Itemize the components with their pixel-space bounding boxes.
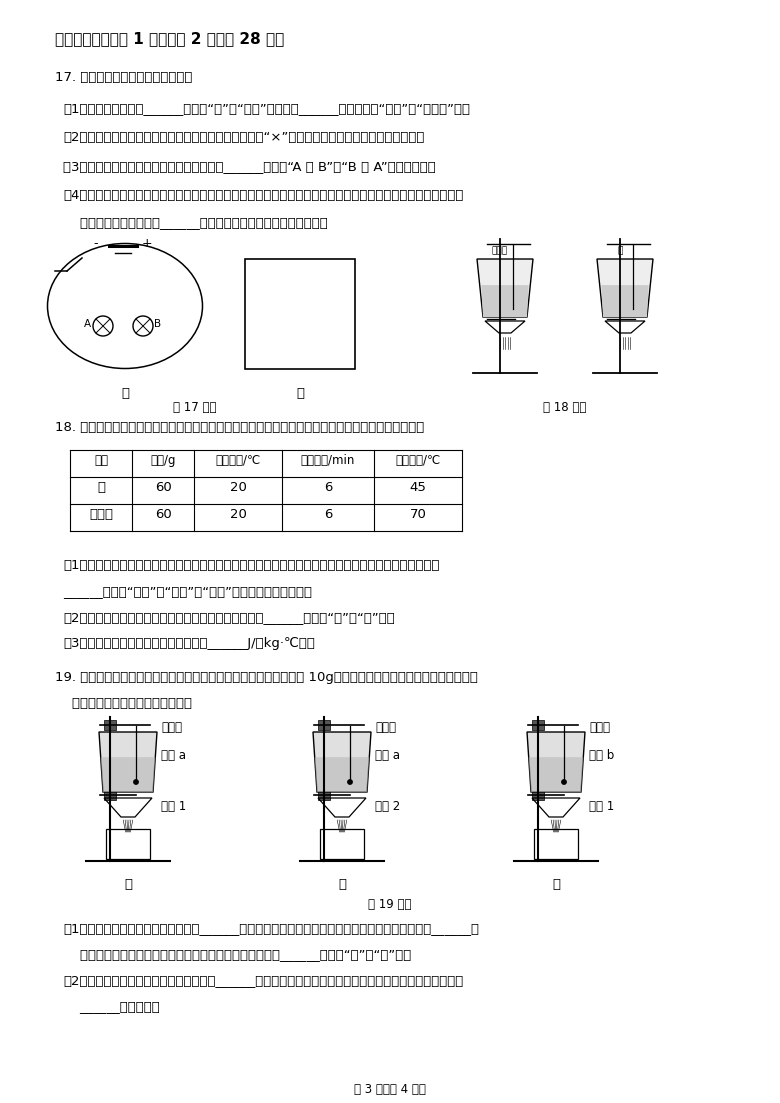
Text: 食用油: 食用油: [89, 508, 113, 521]
Text: 60: 60: [154, 508, 172, 521]
Text: （2）小明发现有一条导线多余，请你在多余的导线上打“×”，并在图乙方框中画出正确的电路图。: （2）小明发现有一条导线多余，请你在多余的导线上打“×”，并在图乙方框中画出正确…: [63, 131, 424, 144]
Text: 第 3 页（共 4 页）: 第 3 页（共 4 页）: [354, 1083, 426, 1096]
Text: 18. 为了比较水和食用油的吸热能力，用两个相同的装置做了如图所示的实验，实验数据记录如下表：: 18. 为了比较水和食用油的吸热能力，用两个相同的装置做了如图所示的实验，实验数…: [55, 421, 424, 433]
Text: 第 18 题图: 第 18 题图: [544, 401, 587, 414]
Bar: [318, 790, 330, 800]
Text: 20: 20: [229, 508, 246, 521]
Polygon shape: [313, 732, 371, 792]
Text: 全燃烧且释放热量都被液体吸收。: 全燃烧且释放热量都被液体吸收。: [55, 697, 192, 710]
Bar: [104, 790, 116, 800]
Text: 第 17 题图: 第 17 题图: [173, 401, 217, 414]
Text: 初始温度/℃: 初始温度/℃: [215, 454, 261, 467]
Text: 四、综合题（每空 1 分，每图 2 分，共 28 分）: 四、综合题（每空 1 分，每图 2 分，共 28 分）: [55, 31, 284, 46]
Bar: [106, 829, 150, 859]
Text: 液体 a: 液体 a: [375, 749, 400, 762]
Bar: [532, 720, 544, 730]
Text: 甲: 甲: [124, 878, 132, 891]
Text: 反映的，通过本次实验得到的燃料热値与实际热値相比偏______（选填“大”或“小”）。: 反映的，通过本次实验得到的燃料热値与实际热値相比偏______（选填“大”或“小…: [63, 947, 411, 961]
Text: A: A: [83, 319, 90, 329]
Polygon shape: [529, 757, 583, 792]
Polygon shape: [481, 285, 529, 317]
Text: （3）去掉多余导线后闭合开关，电流应该由______（选填“A 到 B”或“B 到 A”）经过灯泡。: （3）去掉多余导线后闭合开关，电流应该由______（选填“A 到 B”或“B …: [63, 160, 436, 173]
Text: -: -: [94, 237, 98, 250]
Bar: [320, 829, 364, 859]
Text: 温度计: 温度计: [589, 721, 610, 733]
Text: （3）由以上数据可知食用油的比热容是______J/（kg·℃）。: （3）由以上数据可知食用油的比热容是______J/（kg·℃）。: [63, 638, 315, 650]
Text: 燃料 1: 燃料 1: [589, 800, 615, 813]
Text: 20: 20: [229, 481, 246, 494]
Text: 温度计: 温度计: [375, 721, 396, 733]
Polygon shape: [314, 757, 369, 792]
Text: 水: 水: [617, 246, 622, 255]
Polygon shape: [99, 732, 157, 792]
Bar: [534, 829, 578, 859]
Text: （2）汽车发动机选用水做冷却剂，是因为水的吸热能力______（选填“强”或“弱”）。: （2）汽车发动机选用水做冷却剂，是因为水的吸热能力______（选填“强”或“弱…: [63, 611, 395, 624]
Text: 液体 a: 液体 a: [161, 749, 186, 762]
Text: ______（选填“大于”、“小于”或“等于”）食用油增加的内能。: ______（选填“大于”、“小于”或“等于”）食用油增加的内能。: [63, 585, 312, 598]
Polygon shape: [101, 757, 155, 792]
Text: 甲: 甲: [121, 387, 129, 400]
Text: 加热时间/min: 加热时间/min: [301, 454, 355, 467]
Bar: [318, 720, 330, 730]
Text: 17. 如图甲所示为小明连接的电路。: 17. 如图甲所示为小明连接的电路。: [55, 71, 193, 84]
Text: 燃料 2: 燃料 2: [375, 800, 400, 813]
Text: 6: 6: [324, 481, 332, 494]
Text: B: B: [154, 319, 161, 329]
Text: （1）若比较不同燃料的热値，应选择______两图进行实验；燃料完全燃烧放出热量的多少，是通过______来: （1）若比较不同燃料的热値，应选择______两图进行实验；燃料完全燃烧放出热量…: [63, 922, 479, 935]
Text: （1）在此实验中，如果要使水和食用油的最后温度相同，就要给水加热更长的时间，此时，水增加的内能: （1）在此实验中，如果要使水和食用油的最后温度相同，就要给水加热更长的时间，此时…: [63, 559, 439, 572]
Text: 乙: 乙: [296, 387, 304, 400]
Text: 乙: 乙: [338, 878, 346, 891]
Text: （4）若用发光二极管替换小灯泡，闭合开关发光二极管不亮，经检查电路连接无误且电路元件完好，小明的判断: （4）若用发光二极管替换小灯泡，闭合开关发光二极管不亮，经检查电路连接无误且电路…: [63, 189, 463, 202]
Text: 19. 如图所示，甲、乙、丙三图中的装置完全相同。燃料的质量都是 10g，烧杯内的液体质量也相同。假设燃料完: 19. 如图所示，甲、乙、丙三图中的装置完全相同。燃料的质量都是 10g，烧杯内…: [55, 671, 478, 684]
Text: 70: 70: [410, 508, 427, 521]
Text: 食用油: 食用油: [492, 246, 508, 255]
Text: +: +: [142, 237, 152, 250]
Text: 燃料 1: 燃料 1: [161, 800, 186, 813]
Text: 水: 水: [97, 481, 105, 494]
Text: 60: 60: [154, 481, 172, 494]
Text: 液体 b: 液体 b: [589, 749, 615, 762]
Bar: [532, 790, 544, 800]
Text: 是由于发光二极管具有______性，连接时把正负极接反了造成的。: 是由于发光二极管具有______性，连接时把正负极接反了造成的。: [63, 216, 328, 229]
Text: 温度计: 温度计: [161, 721, 182, 733]
Polygon shape: [597, 259, 653, 317]
Text: 质量/g: 质量/g: [151, 454, 176, 467]
Circle shape: [348, 780, 353, 784]
Polygon shape: [477, 259, 533, 317]
Text: （2）若比较不同物质的吸热本领，应选择______两图进行实验；加热相同时间，不同物质吸热的本领是通过: （2）若比较不同物质的吸热本领，应选择______两图进行实验；加热相同时间，不…: [63, 974, 463, 987]
Circle shape: [562, 780, 566, 784]
Polygon shape: [527, 732, 585, 792]
Polygon shape: [601, 285, 649, 317]
Bar: [245, 259, 355, 370]
Circle shape: [134, 780, 138, 784]
Text: 第 19 题图: 第 19 题图: [368, 898, 412, 911]
Text: （1）闭合开关，灯泡______（选填“亮”或“不亮”），灯泡______烧坏（选填“可能”或“不可能”）。: （1）闭合开关，灯泡______（选填“亮”或“不亮”），灯泡______烧坏（…: [63, 101, 470, 115]
Text: 丙: 丙: [552, 878, 560, 891]
Text: 45: 45: [410, 481, 427, 494]
Bar: [104, 720, 116, 730]
Text: ______来反映的。: ______来反映的。: [63, 1000, 160, 1013]
Text: 最后温度/℃: 最后温度/℃: [395, 454, 441, 467]
Text: 物质: 物质: [94, 454, 108, 467]
Text: 6: 6: [324, 508, 332, 521]
